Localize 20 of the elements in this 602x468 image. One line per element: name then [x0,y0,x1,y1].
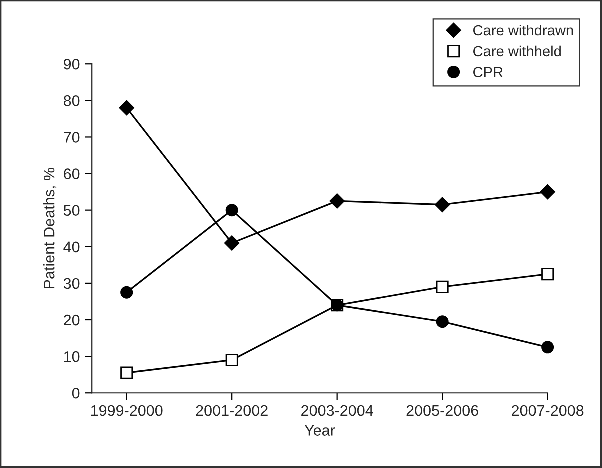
y-axis-title: Patient Deaths, % [44,168,57,289]
y-tick-label: 10 [64,351,80,362]
y-tick-label: 40 [64,242,80,253]
y-tick-label: 70 [64,132,80,143]
legend-label: CPR [474,67,503,78]
x-tick-label: 2007-2008 [512,405,584,416]
x-tick-label: 1999-2000 [91,405,163,416]
y-tick-label: 0 [72,388,80,399]
x-axis-title: Year [304,425,336,436]
legend-label: Care withheld [474,46,561,57]
y-tick-label: 30 [64,278,80,290]
y-tick-label: 60 [64,168,80,180]
x-tick-label: 2005-2006 [406,405,478,416]
x-tick-label: 2001-2002 [196,405,268,416]
y-tick-label: 90 [64,58,80,70]
legend-label: Care withdrawn [474,24,574,36]
y-tick-label: 50 [64,205,80,216]
x-tick-label: 2003-2004 [302,405,374,416]
y-tick-label: 20 [64,314,80,326]
y-tick-label: 80 [64,96,80,106]
